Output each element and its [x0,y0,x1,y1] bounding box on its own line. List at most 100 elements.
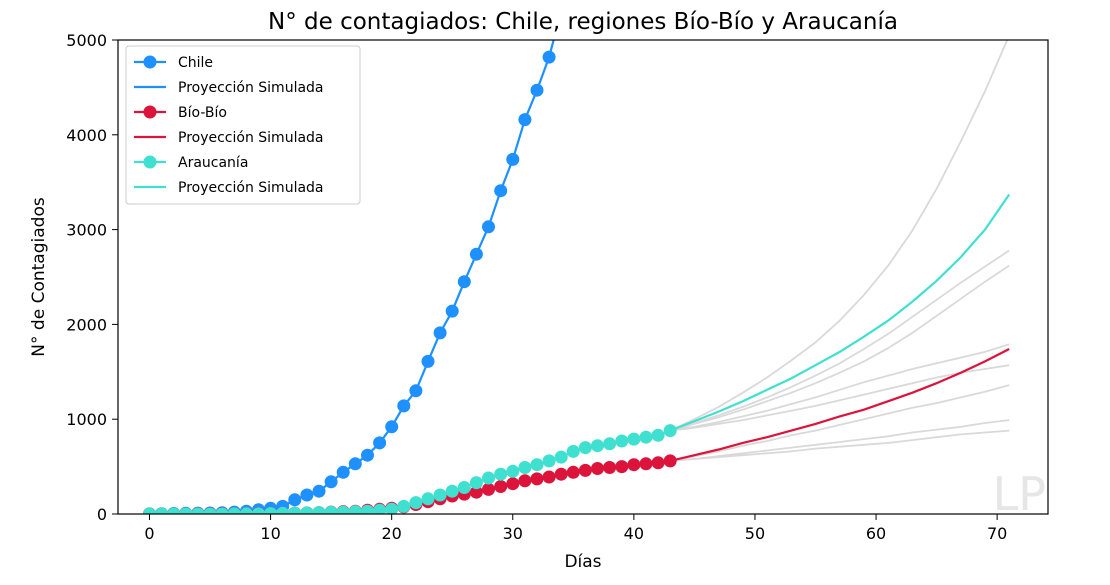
data-point [300,506,314,514]
data-point [469,476,483,490]
y-tick-label: 0 [97,505,107,524]
data-point [348,457,362,471]
data-point [651,428,665,442]
legend-marker [143,155,157,169]
legend-label: Proyección Simulada [178,80,324,96]
data-point [143,507,156,514]
series-layer [143,40,1011,514]
background-curve [669,40,1009,432]
data-point [469,247,483,261]
data-point [288,493,302,507]
legend-marker [143,55,157,69]
data-point [288,506,302,514]
data-point [615,434,629,448]
data-point [591,439,604,453]
data-point [518,461,532,474]
data-point [445,484,459,498]
data-point [506,464,520,478]
data-point [518,113,532,127]
legend-item: Bío-Bío [134,105,227,121]
background-curve [669,264,1010,432]
legend: Chile Proyección Simulada Bío-Bío Proyecció… [125,45,361,205]
x-tick-label: 40 [624,524,644,543]
data-point [578,441,592,455]
data-point [300,488,314,502]
y-tick-label: 5000 [66,31,107,50]
x-tick-label: 20 [381,524,401,543]
background-curves [669,40,1010,462]
data-point [155,507,169,514]
data-point [591,462,604,475]
data-point [312,506,326,514]
data-point [627,458,641,472]
legend-item: Proyección Simulada [134,130,324,146]
data-point [445,304,459,318]
data-point [530,472,544,486]
x-axis: 0 10 20 30 40 50 60 70 [144,514,1007,543]
chart-title: N° de contagiados: Chile, regiones Bío-B… [268,9,898,35]
legend-label: Bío-Bío [178,105,227,121]
data-point [494,184,508,198]
data-point [421,492,435,506]
legend-label: Proyección Simulada [178,180,324,196]
data-point [276,506,290,514]
background-curve [670,343,1010,432]
data-point [482,471,495,485]
data-point [566,444,580,458]
data-point [615,460,629,474]
series-5 [669,193,1011,432]
background-curve [670,429,1010,462]
series-line [669,348,1010,462]
data-point [457,481,471,494]
data-point [252,507,265,514]
data-point [518,474,532,488]
data-point [566,465,580,479]
x-tick-label: 0 [144,524,154,543]
data-point [603,437,617,451]
data-point [433,326,447,340]
data-point [639,430,653,444]
data-point [385,502,399,514]
data-point [482,482,495,496]
x-tick-label: 60 [866,524,886,543]
data-point [494,480,508,493]
legend-label: Proyección Simulada [178,130,324,146]
legend-item: Proyección Simulada [134,180,324,196]
series-4 [143,424,677,514]
y-tick-label: 3000 [66,221,107,240]
data-point [348,505,362,514]
data-point [603,461,617,474]
data-point [397,499,411,513]
series-line [548,40,555,58]
data-point [373,503,387,514]
x-axis-label: Días [564,552,601,572]
legend-item: Proyección Simulada [134,80,324,96]
data-point [506,477,520,491]
data-point [578,463,592,477]
series-line [669,193,1011,432]
x-tick-label: 50 [745,524,765,543]
data-point [530,83,544,97]
data-point [651,456,665,470]
watermark: LP [993,467,1046,521]
data-point [373,436,387,450]
x-tick-label: 70 [987,524,1007,543]
data-point [239,507,253,514]
data-point [179,507,193,514]
data-point [264,507,278,514]
data-point [554,467,568,481]
data-point [482,220,495,234]
data-point [433,488,447,502]
data-point [639,457,653,471]
data-point [409,384,423,398]
data-point [397,399,411,413]
data-point [203,507,217,514]
y-axis-label: N° de Contagiados [29,197,49,357]
y-axis: 0 1000 2000 3000 4000 5000 [66,31,118,524]
series-1 [548,40,555,58]
data-point [312,484,326,498]
legend-marker [143,105,157,119]
series-3 [669,348,1010,462]
data-point [469,485,483,499]
data-point [506,152,520,166]
